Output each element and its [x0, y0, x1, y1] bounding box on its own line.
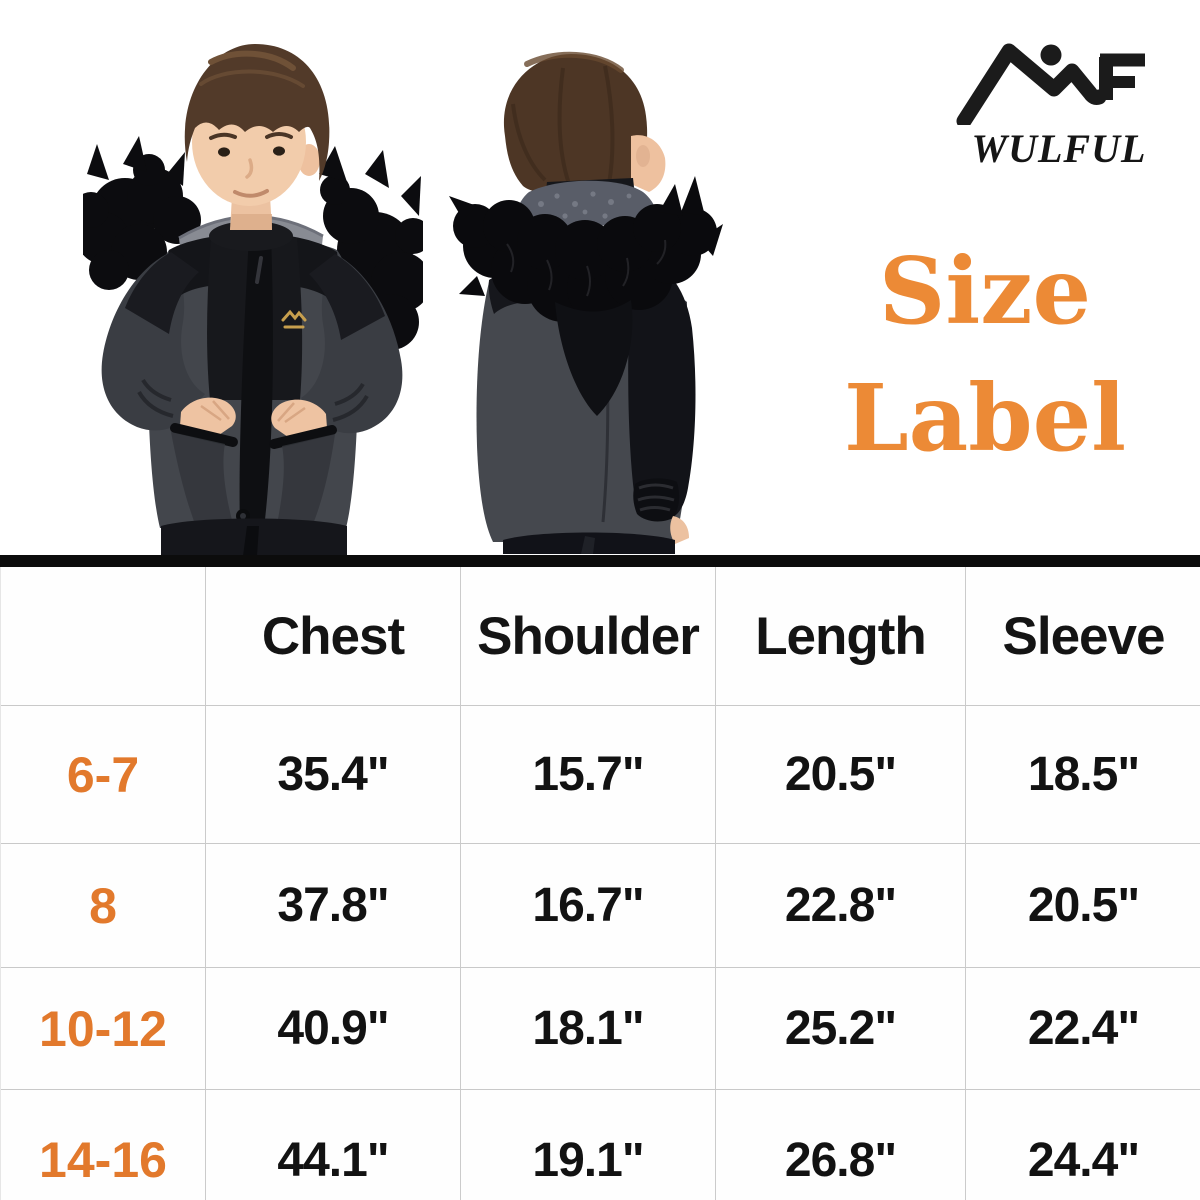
brand-name: WULFUL — [971, 126, 1147, 171]
sleeve-cell: 20.5" — [965, 843, 1200, 967]
length-cell: 26.8" — [715, 1089, 965, 1200]
size-cell: 8 — [1, 843, 205, 967]
photo-front-view — [73, 24, 431, 561]
shoulder-cell: 18.1" — [460, 967, 715, 1089]
chest-cell: 44.1" — [205, 1089, 460, 1200]
sleeve-cell: 22.4" — [965, 967, 1200, 1089]
page-title: Size Label — [780, 228, 1190, 482]
column-header-length: Length — [715, 567, 965, 705]
brand-block: WULFUL — [945, 40, 1173, 172]
shoulder-cell: 16.7" — [460, 843, 715, 967]
page-title-line1: Size — [878, 237, 1092, 345]
chest-cell: 35.4" — [205, 705, 460, 843]
shoulder-cell: 19.1" — [460, 1089, 715, 1200]
divider-bar — [0, 555, 1200, 567]
shoulder-cell: 15.7" — [460, 705, 715, 843]
wulful-mountain-logo-icon — [956, 43, 1145, 125]
chest-cell: 40.9" — [205, 967, 460, 1089]
sleeve-cell: 24.4" — [965, 1089, 1200, 1200]
page-title-line2: Label — [843, 363, 1127, 472]
front-photo-illustration — [73, 44, 431, 556]
column-header-chest: Chest — [205, 567, 460, 705]
chest-cell: 37.8" — [205, 843, 460, 967]
size-cell: 10-12 — [1, 967, 205, 1089]
photo-back-view — [437, 44, 747, 559]
size-cell: 6-7 — [1, 705, 205, 843]
sleeve-cell: 18.5" — [965, 705, 1200, 843]
length-cell: 22.8" — [715, 843, 965, 967]
size-table: Chest Shoulder Length Sleeve 6-7 35.4" 1… — [0, 567, 1200, 1200]
length-cell: 25.2" — [715, 967, 965, 1089]
column-header-shoulder: Shoulder — [460, 567, 715, 705]
column-header-sleeve: Sleeve — [965, 567, 1200, 705]
length-cell: 20.5" — [715, 705, 965, 843]
back-photo-illustration — [449, 51, 723, 554]
gold-chest-logo — [281, 309, 307, 329]
size-cell: 14-16 — [1, 1089, 205, 1200]
column-header-size — [1, 567, 205, 705]
